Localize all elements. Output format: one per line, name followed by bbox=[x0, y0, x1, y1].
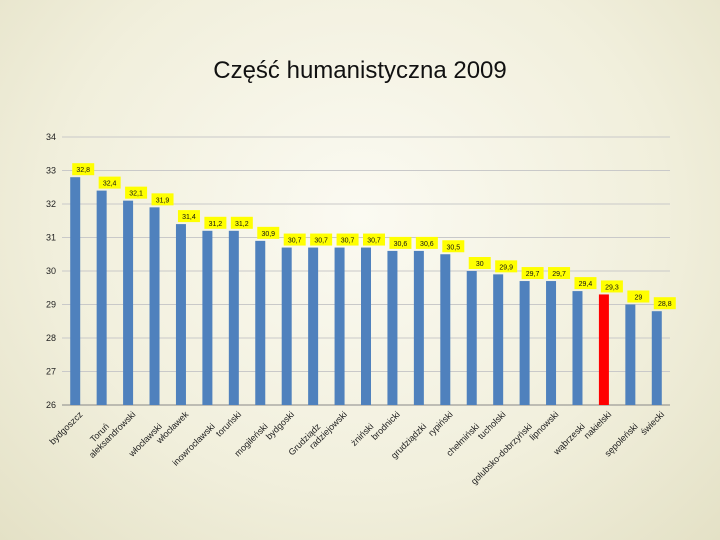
x-tick-label: chełmiński bbox=[444, 421, 481, 458]
data-label-bg bbox=[468, 257, 491, 269]
y-tick-label: 27 bbox=[46, 367, 56, 377]
bars bbox=[70, 177, 662, 405]
data-label-bg bbox=[415, 236, 438, 249]
data-label: 32,4 bbox=[103, 181, 117, 188]
data-label-bg bbox=[283, 233, 306, 246]
data-label: 29,3 bbox=[605, 284, 619, 291]
x-tick-label: mogileński bbox=[233, 421, 270, 458]
y-axis-ticks: 26 27 28 29 30 31 32 33 34 bbox=[46, 132, 56, 410]
chart-title: Część humanistyczna 2009 bbox=[213, 57, 506, 84]
x-tick-label: toruński bbox=[214, 409, 243, 438]
data-label: 32,8 bbox=[76, 167, 90, 174]
x-tick-label: tucholski bbox=[476, 409, 508, 441]
data-label-bg bbox=[574, 277, 597, 290]
data-label-bg bbox=[72, 163, 95, 176]
bar bbox=[361, 247, 371, 405]
bar bbox=[493, 274, 504, 405]
bar bbox=[334, 247, 345, 405]
x-tick-label: bydgoski bbox=[264, 409, 296, 441]
data-label: 28,8 bbox=[658, 301, 672, 308]
y-tick-label: 31 bbox=[46, 233, 56, 243]
data-label: 31,2 bbox=[209, 221, 223, 228]
data-label-bg bbox=[627, 290, 650, 303]
data-label-bg bbox=[521, 267, 544, 280]
bar bbox=[466, 271, 477, 405]
data-label: 30,7 bbox=[288, 238, 302, 245]
data-label-bg bbox=[653, 297, 676, 310]
data-label-bg bbox=[336, 233, 359, 246]
bar bbox=[572, 291, 583, 405]
data-label: 30,9 bbox=[261, 231, 275, 238]
x-tick-label: wąbrzeski bbox=[551, 421, 587, 457]
data-label-bg bbox=[363, 233, 385, 246]
data-label: 30,6 bbox=[394, 241, 408, 248]
x-axis-ticks: bydgoszcz Toruńaleksandrowskiwłocławskiwł… bbox=[47, 409, 666, 486]
bar bbox=[440, 254, 451, 405]
bar bbox=[413, 250, 424, 405]
bar bbox=[228, 230, 239, 405]
x-tick-label: rypiński bbox=[426, 409, 455, 438]
bar bbox=[175, 224, 186, 405]
bar bbox=[625, 304, 636, 405]
data-label: 29,7 bbox=[526, 271, 540, 278]
data-label: 29,7 bbox=[552, 271, 566, 278]
data-label-bg bbox=[230, 216, 253, 229]
data-label-bg bbox=[600, 280, 623, 293]
data-label-bg bbox=[204, 216, 227, 229]
data-label: 31,4 bbox=[182, 214, 196, 221]
bar bbox=[202, 230, 213, 405]
data-label-bg bbox=[125, 186, 148, 199]
x-tick-label: świecki bbox=[639, 409, 667, 437]
data-label-bg bbox=[389, 236, 412, 249]
data-label-bg bbox=[257, 226, 280, 239]
data-label: 31,9 bbox=[156, 197, 170, 204]
data-label: 30 bbox=[476, 261, 484, 268]
data-label: 30,6 bbox=[420, 241, 434, 248]
x-tick-label: lipnowski bbox=[528, 409, 561, 442]
x-tick-label: brodnicki bbox=[369, 409, 402, 442]
data-label: 32,1 bbox=[129, 191, 143, 198]
bar bbox=[281, 247, 292, 405]
data-label: 30,7 bbox=[314, 238, 328, 245]
data-label-bg bbox=[548, 267, 571, 280]
bar bbox=[598, 294, 609, 405]
bar bbox=[651, 311, 662, 405]
data-label-bg bbox=[310, 233, 333, 246]
x-tick-label: nakielski bbox=[582, 409, 613, 440]
data-label: 30,5 bbox=[446, 244, 460, 251]
y-tick-label: 32 bbox=[46, 199, 56, 209]
bar bbox=[308, 247, 319, 405]
x-tick-label: bydgoszcz bbox=[47, 409, 84, 446]
bar bbox=[96, 190, 107, 405]
bar bbox=[149, 207, 160, 405]
data-label: 29,9 bbox=[499, 264, 513, 271]
bar bbox=[70, 177, 81, 405]
y-tick-label: 28 bbox=[46, 333, 56, 343]
data-label-bg bbox=[442, 240, 465, 253]
bar bbox=[519, 281, 530, 405]
data-label: 29,4 bbox=[579, 281, 593, 288]
y-tick-label: 26 bbox=[46, 400, 56, 410]
data-labels: 32,8 32,4 32,1 31,9 31,4 31,2 31,2 30,9 30,7 30,7… bbox=[72, 163, 676, 310]
data-label-bg bbox=[151, 193, 174, 206]
x-tick-label: sępoleński bbox=[603, 421, 640, 458]
data-label: 30,7 bbox=[367, 238, 381, 245]
bar bbox=[123, 200, 134, 405]
bar bbox=[255, 240, 266, 405]
y-tick-label: 30 bbox=[46, 266, 56, 276]
bar bbox=[546, 281, 557, 405]
data-label: 31,2 bbox=[235, 221, 249, 228]
data-label: 29 bbox=[634, 295, 642, 302]
y-tick-label: 29 bbox=[46, 300, 56, 310]
y-tick-label: 34 bbox=[46, 132, 56, 142]
data-label-bg bbox=[495, 260, 518, 273]
y-tick-label: 33 bbox=[46, 166, 56, 176]
data-label-bg bbox=[177, 210, 200, 223]
bar bbox=[387, 250, 398, 405]
x-tick-label: grudziądzki bbox=[389, 421, 428, 460]
data-label-bg bbox=[98, 176, 121, 189]
data-label: 30,7 bbox=[341, 238, 355, 245]
